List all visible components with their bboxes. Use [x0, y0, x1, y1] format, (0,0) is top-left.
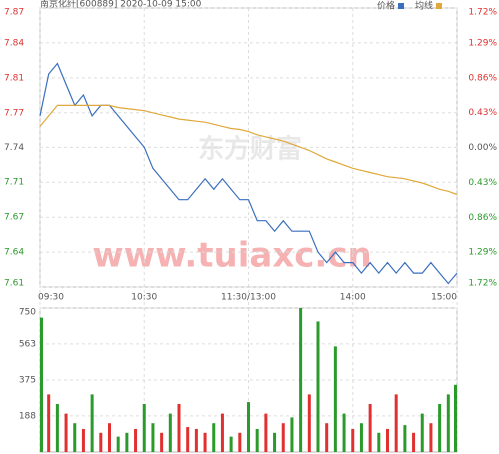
- legend-swatch: [398, 3, 404, 9]
- volume-bar: [264, 413, 268, 452]
- y2-tick-label: 0.43%: [468, 178, 497, 188]
- volume-bar: [99, 432, 103, 452]
- volume-bar: [325, 423, 329, 452]
- volume-bar: [160, 432, 164, 452]
- volume-bar: [55, 404, 59, 452]
- y-tick-label: 7.77: [4, 108, 24, 118]
- volume-bar: [212, 423, 216, 452]
- x-tick-label: 15:00: [431, 293, 457, 303]
- volume-bar: [116, 436, 120, 452]
- volume-bar: [299, 308, 303, 452]
- volume-bar: [307, 394, 311, 452]
- volume-bar: [273, 432, 277, 452]
- volume-bar: [247, 402, 250, 452]
- legend-label: 均线: [415, 0, 433, 12]
- y-tick-label: 7.84: [4, 38, 24, 48]
- volume-bar: [368, 404, 372, 452]
- price-line: [39, 104, 458, 196]
- volume-bar: [90, 394, 94, 452]
- volume-bar: [290, 417, 294, 452]
- watermark: 东方财富: [198, 134, 302, 165]
- x-tick-label: 14:00: [340, 293, 366, 303]
- volume-bar: [73, 423, 77, 452]
- y-tick-label: 188: [19, 411, 36, 421]
- y2-tick-label: 0.86%: [468, 73, 497, 83]
- watermark: www.tuiaxc.cn: [92, 236, 371, 276]
- y-tick-label: 7.71: [4, 178, 24, 188]
- y2-tick-label: 1.72%: [468, 8, 497, 18]
- volume-bar: [377, 432, 381, 452]
- y2-tick-label: 1.72%: [468, 279, 497, 289]
- x-tick-label: 09:30: [38, 293, 64, 303]
- y-tick-label: 750: [19, 308, 36, 318]
- volume-bar: [81, 428, 85, 452]
- volume-bar: [125, 432, 129, 452]
- volume-bar: [446, 394, 450, 452]
- volume-bar: [359, 423, 363, 452]
- volume-bar: [333, 346, 337, 452]
- y-tick-label: 7.67: [4, 213, 24, 223]
- legend-swatch: [436, 3, 442, 9]
- volume-bar: [351, 428, 355, 452]
- volume-bar: [342, 413, 346, 452]
- volume-bar: [194, 428, 198, 452]
- volume-bar: [177, 404, 181, 452]
- volume-bar: [168, 413, 172, 452]
- volume-bar: [47, 394, 51, 452]
- volume-bar: [64, 413, 68, 452]
- volume-bar: [420, 413, 424, 452]
- volume-bar: [220, 413, 224, 452]
- volume-bar: [454, 384, 457, 452]
- volume-bar: [142, 404, 146, 452]
- volume-bar: [229, 436, 233, 452]
- y-tick-label: 7.81: [4, 73, 24, 83]
- volume-bar: [134, 428, 138, 452]
- volume-bar: [108, 423, 111, 452]
- volume-bar: [386, 428, 389, 452]
- chart-title: 南京化纤[600889] 2020-10-09 15:00: [40, 0, 202, 10]
- y-tick-label: 7.61: [4, 279, 24, 289]
- volume-bar: [429, 423, 433, 452]
- y2-tick-label: 1.29%: [468, 38, 497, 48]
- volume-bar: [255, 428, 259, 452]
- x-tick-label: 10:30: [131, 293, 157, 303]
- legend-label: 价格: [377, 0, 395, 12]
- volume-bar: [40, 317, 43, 452]
- y-tick-label: 7.87: [4, 8, 24, 18]
- volume-bar: [186, 427, 190, 452]
- volume-bar: [403, 425, 407, 452]
- y2-tick-label: 0.43%: [468, 108, 497, 118]
- volume-bar: [438, 404, 442, 452]
- volume-bar: [394, 394, 398, 452]
- volume-bar: [238, 432, 242, 452]
- volume-bar: [316, 321, 320, 452]
- y2-tick-label: 0.86%: [468, 213, 497, 223]
- x-tick-label: 11:30/13:00: [221, 293, 276, 303]
- y-tick-label: 7.64: [4, 248, 24, 258]
- volume-bar: [281, 423, 285, 452]
- volume-bar: [412, 432, 416, 452]
- y-tick-label: 375: [19, 376, 36, 386]
- volume-bar: [203, 432, 207, 452]
- y-tick-label: 7.74: [4, 143, 24, 153]
- y-tick-label: 563: [19, 339, 36, 349]
- volume-bar: [151, 423, 155, 452]
- y2-tick-label: 1.29%: [468, 248, 497, 258]
- y2-tick-label: 0.00%: [468, 143, 497, 153]
